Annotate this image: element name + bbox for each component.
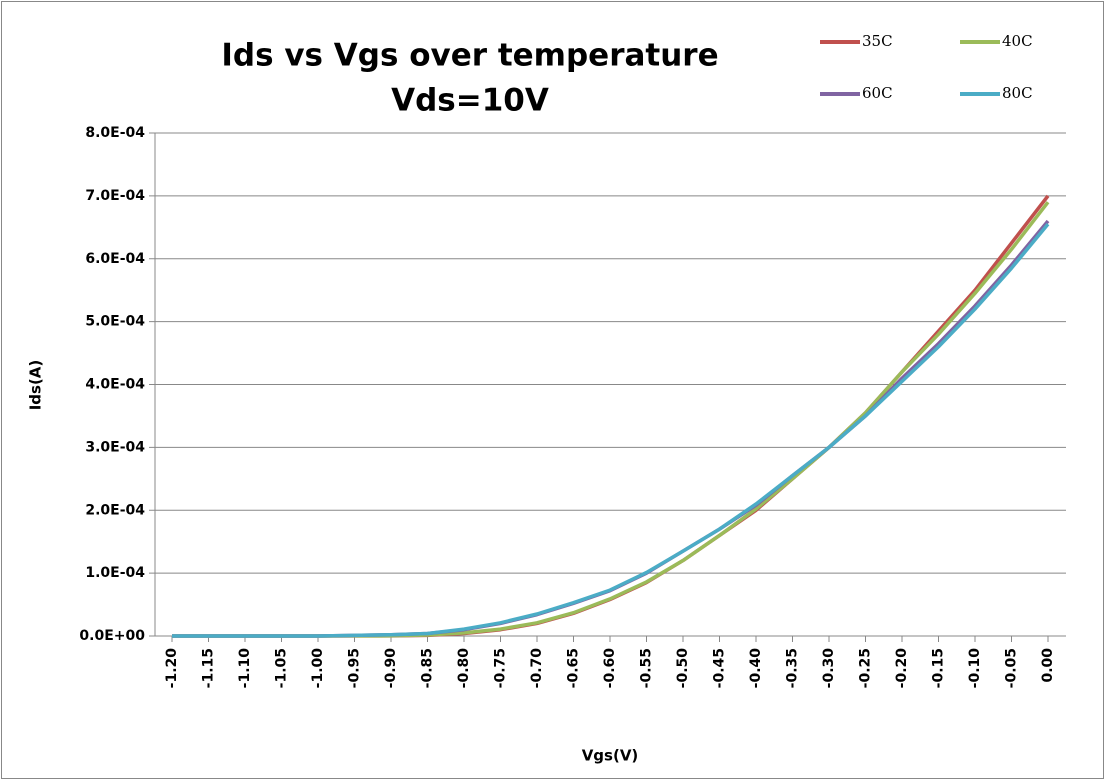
x-tick-label: -0.30 (821, 648, 837, 689)
x-tick-label: -0.70 (529, 648, 545, 689)
y-tick-label: 8.0E-04 (85, 125, 145, 141)
y-tick-label: 1.0E-04 (85, 565, 145, 581)
x-tick-label: -0.80 (456, 648, 472, 689)
x-tick-label: 0.00 (1040, 648, 1056, 683)
chart-subtitle: Vds=10V (391, 83, 549, 119)
x-tick-label: -1.00 (310, 648, 326, 689)
y-tick-label: 7.0E-04 (85, 188, 145, 204)
x-axis-title: Vgs(V) (582, 747, 639, 765)
y-tick-label: 6.0E-04 (85, 251, 145, 267)
legend-label: 40C (1002, 32, 1033, 50)
y-tick-label: 2.0E-04 (85, 502, 145, 518)
x-tick-label: -0.35 (785, 648, 801, 688)
y-tick-label: 3.0E-04 (85, 439, 145, 455)
x-tick-label: -1.05 (274, 648, 290, 688)
x-tick-label: -0.65 (566, 648, 582, 688)
y-tick-label: 0.0E+00 (79, 628, 145, 644)
x-tick-label: -1.15 (201, 648, 217, 688)
x-tick-label: -0.60 (602, 648, 618, 689)
x-tick-label: -0.15 (931, 648, 947, 688)
x-tick-label: -0.20 (894, 648, 910, 689)
x-tick-label: -1.10 (237, 648, 253, 689)
y-tick-label: 4.0E-04 (85, 377, 145, 393)
legend-label: 80C (1002, 84, 1033, 102)
x-tick-label: -0.95 (347, 648, 363, 688)
legend-label: 60C (862, 84, 893, 102)
x-tick-label: -0.45 (712, 648, 728, 688)
x-tick-label: -1.20 (164, 648, 180, 689)
y-tick-label: 5.0E-04 (85, 314, 145, 330)
x-tick-label: -0.50 (675, 648, 691, 689)
x-tick-label: -0.40 (748, 648, 764, 689)
chart-title: Ids vs Vgs over temperature (221, 38, 718, 74)
x-tick-label: -0.10 (967, 648, 983, 689)
legend-label: 35C (862, 32, 893, 50)
series-line (172, 223, 1050, 638)
x-tick-label: -0.05 (1004, 648, 1020, 688)
x-tick-label: -0.75 (493, 648, 509, 688)
y-axis-title: Ids(A) (27, 360, 45, 411)
x-tick-label: -0.90 (383, 648, 399, 689)
x-tick-label: -0.25 (858, 648, 874, 688)
x-tick-label: -0.85 (420, 648, 436, 688)
x-tick-label: -0.55 (639, 648, 655, 688)
